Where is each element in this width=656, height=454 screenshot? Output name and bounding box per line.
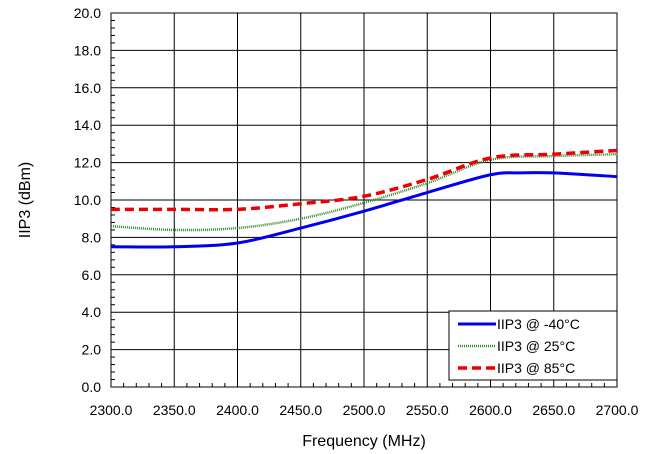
- legend-label: IIP3 @ 25°C: [497, 338, 575, 354]
- y-tick-label: 2.0: [82, 342, 102, 358]
- x-tick-label: 2400.0: [216, 402, 259, 418]
- x-tick-label: 2450.0: [279, 402, 322, 418]
- series-line: [110, 171, 618, 249]
- legend-label: IIP3 @ 85°C: [497, 360, 575, 376]
- x-tick-labels: 2300.0 2350.0 2400.0 2450.0 2500.0 2550.0 2600…: [90, 402, 639, 418]
- y-tick-label: 4.0: [82, 304, 102, 320]
- series-lines: [110, 148, 618, 249]
- x-tick-label: 2600.0: [469, 402, 512, 418]
- y-tick-label: 0.0: [82, 379, 102, 395]
- x-tick-label: 2350.0: [153, 402, 196, 418]
- y-tick-label: 16.0: [74, 80, 101, 96]
- x-tick-label: 2550.0: [406, 402, 449, 418]
- y-tick-label: 10.0: [74, 192, 101, 208]
- y-tick-label: 8.0: [82, 229, 102, 245]
- x-tick-label: 2300.0: [90, 402, 133, 418]
- series-line: [111, 148, 618, 212]
- legend: IIP3 @ -40°C IIP3 @ 25°C IIP3 @ 85°C: [448, 310, 618, 381]
- y-tick-label: 18.0: [74, 42, 101, 58]
- axis-ticks: [111, 19, 605, 387]
- y-tick-labels: 0.0 2.0 4.0 6.0 8.0 10.0 12.0 14.0 16.0 18.0 20.0: [74, 5, 101, 395]
- x-tick-label: 2650.0: [532, 402, 575, 418]
- x-tick-label: 2700.0: [596, 402, 639, 418]
- y-axis-title: IIP3 (dBm): [17, 162, 34, 238]
- legend-label: IIP3 @ -40°C: [497, 316, 580, 332]
- y-tick-label: 12.0: [74, 155, 101, 171]
- y-tick-label: 6.0: [82, 267, 102, 283]
- y-tick-label: 20.0: [74, 5, 101, 21]
- y-tick-label: 14.0: [74, 117, 101, 133]
- x-axis-title: Frequency (MHz): [302, 433, 426, 450]
- x-tick-label: 2500.0: [343, 402, 386, 418]
